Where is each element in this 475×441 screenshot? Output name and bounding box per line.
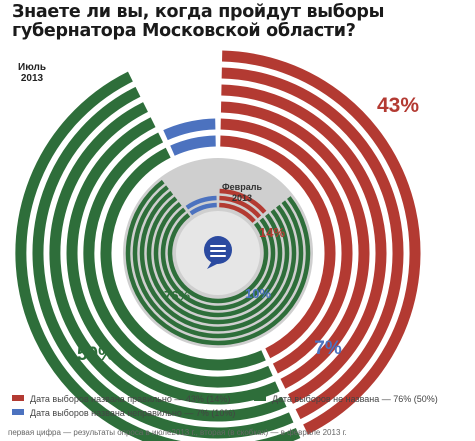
inner-ring-incorrect xyxy=(189,202,217,216)
inner-segment-incorrect xyxy=(185,195,217,216)
outer-period-month: Июль xyxy=(18,62,46,73)
chart-title: Знаете ли вы, когда пройдут выборы губер… xyxy=(12,2,385,41)
outer-ring-correct xyxy=(222,50,421,435)
footnote: первая цифра — результаты опроса в июле2… xyxy=(8,428,347,437)
inner-label-correct: 14% xyxy=(259,225,285,240)
outer-ring-correct xyxy=(221,84,387,404)
inner-ring-not-named xyxy=(139,190,297,332)
outer-ring-not-named xyxy=(100,147,266,371)
outer-ring-correct xyxy=(220,118,353,374)
inner-period-year: 2013 xyxy=(232,193,252,203)
inner-segment-not-named xyxy=(125,179,311,346)
inner-ring-not-named xyxy=(160,207,276,311)
inner-label-not-named: 76% xyxy=(164,288,190,303)
outer-ring-correct xyxy=(221,67,404,420)
outer-label-correct: 43% xyxy=(377,94,419,117)
inner-ring-not-named xyxy=(167,213,269,304)
outer-period-year: 2013 xyxy=(20,73,44,84)
legend-item-not-named: Дата выборов не названа — 76% (50%) xyxy=(254,393,438,405)
inner-ring-not-named xyxy=(153,202,283,318)
inner-segment-correct xyxy=(219,188,267,223)
legend-swatch-not-named xyxy=(254,395,266,401)
outer-segment-incorrect xyxy=(163,118,216,156)
inner-ring-incorrect xyxy=(185,195,217,210)
inner-ring-correct xyxy=(219,188,267,214)
legend-swatch-correct xyxy=(12,395,24,401)
inner-period-month: Февраль xyxy=(222,182,262,192)
legend-label-correct: Дата выборов названа правильно — 43% (14… xyxy=(30,394,231,404)
outer-label-not-named: 50% xyxy=(77,344,115,365)
outer-segment-not-named xyxy=(15,71,301,441)
chat-bubble-tail xyxy=(207,261,219,269)
legend-swatch-incorrect xyxy=(12,409,24,415)
inner-ring-correct xyxy=(219,202,256,223)
outer-ring-correct xyxy=(220,135,336,359)
outer-ring-incorrect xyxy=(163,118,216,141)
inner-ring-not-named xyxy=(125,179,311,346)
legend-label-not-named: Дата выборов не названа — 76% (50%) xyxy=(272,394,438,404)
inner-ring-not-named xyxy=(146,196,290,325)
outer-ring-not-named xyxy=(32,86,294,439)
outer-ring-incorrect xyxy=(170,135,216,156)
outer-ring-not-named xyxy=(83,132,273,388)
outer-ring-correct xyxy=(220,101,370,389)
outer-ring-not-named xyxy=(49,102,287,422)
legend-item-incorrect: Дата выборов названа неправильно — 7% (1… xyxy=(12,407,235,419)
inner-label-incorrect: 10% xyxy=(245,286,271,301)
outer-rings xyxy=(15,50,421,441)
outer-segment-correct xyxy=(220,50,421,435)
outer-period-label: Июль 2013 xyxy=(12,62,52,84)
chat-bubble-icon xyxy=(204,236,232,269)
legend-label-incorrect: Дата выборов названа неправильно — 7% (1… xyxy=(30,408,236,418)
legend-item-correct: Дата выборов названа правильно — 43% (14… xyxy=(12,393,230,405)
outer-ring-not-named xyxy=(15,71,301,441)
outer-label-incorrect: 7% xyxy=(314,338,342,359)
inner-ring-correct xyxy=(219,195,262,219)
outer-ring-not-named xyxy=(66,117,280,405)
inner-ring-not-named xyxy=(132,185,304,339)
